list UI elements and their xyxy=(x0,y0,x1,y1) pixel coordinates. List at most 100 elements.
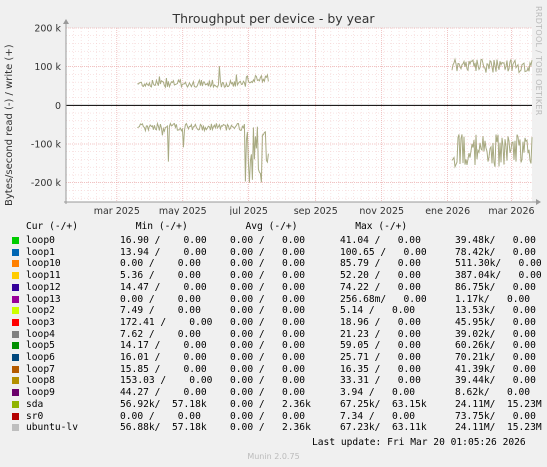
legend-avg: 21.23 / 0.00 xyxy=(340,328,421,340)
y-tick-label: 100 k xyxy=(34,62,61,73)
legend-max: 511.30k/ 0.00 xyxy=(455,258,542,270)
x-tick-label: jul 2025 xyxy=(228,206,268,215)
x-tick-label: mar 2026 xyxy=(488,206,534,215)
legend-swatch xyxy=(12,283,19,291)
legend-header: Cur (-/+) Min (-/+) Avg (-/+) Max (-/+) xyxy=(26,221,408,232)
legend-cur: 7.62 / 0.00 xyxy=(120,328,201,340)
legend-cur: 5.36 / 0.00 xyxy=(120,270,201,282)
legend-min: 0.00 / 0.00 xyxy=(230,328,306,340)
last-update: Last update: Fri Mar 20 01:05:26 2026 xyxy=(312,437,526,448)
legend-min: 0.00 / 2.36k xyxy=(230,398,311,410)
legend-cur: 13.94 / 0.00 xyxy=(120,246,207,258)
legend-min: 0.00 / 0.00 xyxy=(230,293,306,305)
legend-name: loop5 xyxy=(26,340,55,352)
legend-cur: 16.01 / 0.00 xyxy=(120,352,207,363)
legend-max: 45.95k/ 0.00 xyxy=(455,316,536,328)
legend-min: 0.00 / 0.00 xyxy=(230,258,306,270)
y-tick-label: -100 k xyxy=(31,140,62,151)
legend-swatch xyxy=(12,342,19,350)
legend-avg: 100.65 / 0.00 xyxy=(340,246,427,258)
legend-min: 0.00 / 0.00 xyxy=(230,305,306,317)
plot-background xyxy=(66,28,532,202)
legend-avg: 7.34 / 0.00 xyxy=(340,410,416,422)
legend-swatch xyxy=(12,389,19,397)
y-tick-label: 0 xyxy=(55,101,61,112)
legend-max: 387.04k/ 0.00 xyxy=(455,270,542,282)
legend-name: loop11 xyxy=(26,270,61,282)
legend-name: loop10 xyxy=(26,258,61,270)
legend-name: loop7 xyxy=(26,363,55,375)
legend-min: 0.00 / 0.00 xyxy=(230,387,306,399)
legend-name: sda xyxy=(26,398,44,410)
legend-cur: 56.88k/ 57.18k xyxy=(120,422,207,434)
series-line-read xyxy=(451,134,533,169)
legend-swatch xyxy=(12,295,19,303)
legend-cur: 153.03 / 0.00 xyxy=(120,375,213,387)
x-tick-label: sep 2025 xyxy=(294,206,338,215)
x-tick-label: mar 2025 xyxy=(94,206,140,215)
munin-version-footer: Munin 2.0.75 xyxy=(247,452,300,461)
chart-title: Throughput per device - by year xyxy=(172,11,375,26)
y-tick-label: -200 k xyxy=(31,178,62,189)
legend-cur: 44.27 / 0.00 xyxy=(120,387,207,399)
legend-avg: 5.14 / 0.00 xyxy=(340,305,416,317)
legend-max: 78.42k/ 0.00 xyxy=(455,246,536,258)
legend-max: 60.26k/ 0.00 xyxy=(455,340,536,352)
legend-min: 0.00 / 2.36k xyxy=(230,422,311,434)
legend-min: 0.00 / 0.00 xyxy=(230,363,306,375)
rrdtool-watermark: RRDTOOL / TOBI OETIKER xyxy=(534,6,543,116)
x-tick-label: nov 2025 xyxy=(359,206,404,215)
legend-name: loop8 xyxy=(26,375,55,387)
legend-cur: 15.85 / 0.00 xyxy=(120,363,207,375)
legend-max: 13.53k/ 0.00 xyxy=(455,305,536,317)
legend-swatch xyxy=(12,330,19,338)
legend-cur: 172.41 / 0.00 xyxy=(120,316,213,328)
legend-min: 0.00 / 0.00 xyxy=(230,281,306,293)
legend-min: 0.00 / 0.00 xyxy=(230,235,306,246)
legend-max: 73.75k/ 0.00 xyxy=(455,410,536,422)
legend-cur: 56.92k/ 57.18k xyxy=(120,398,207,410)
legend-max: 41.39k/ 0.00 xyxy=(455,363,536,375)
legend-max: 70.21k/ 0.00 xyxy=(455,352,536,363)
legend-swatch xyxy=(12,377,19,385)
legend-cur: 0.00 / 0.00 xyxy=(120,410,201,422)
legend-avg: 3.94 / 0.00 xyxy=(340,387,416,399)
legend-min: 0.00 / 0.00 xyxy=(230,340,306,352)
legend-cur: 14.47 / 0.00 xyxy=(120,281,207,293)
legend-name: loop2 xyxy=(26,305,55,317)
legend-swatch xyxy=(12,248,19,256)
legend-min: 0.00 / 0.00 xyxy=(230,352,306,363)
legend-cur: 0.00 / 0.00 xyxy=(120,293,201,305)
legend-avg: 16.35 / 0.00 xyxy=(340,363,421,375)
legend-max: 24.11M/ 15.23M xyxy=(455,398,542,410)
legend-cur: 7.49 / 0.00 xyxy=(120,305,201,317)
legend-avg: 52.20 / 0.00 xyxy=(340,270,421,282)
legend-swatch xyxy=(12,400,19,408)
series-line-write xyxy=(137,66,269,89)
legend-avg: 59.05 / 0.00 xyxy=(340,340,421,352)
legend-min: 0.00 / 0.00 xyxy=(230,246,306,258)
legend-cur: 0.00 / 0.00 xyxy=(120,258,201,270)
legend-avg: 41.04 / 0.00 xyxy=(340,235,421,246)
legend-name: sr0 xyxy=(26,410,44,422)
legend-avg: 67.25k/ 63.15k xyxy=(340,398,427,410)
x-tick-label: may 2025 xyxy=(159,206,207,215)
legend-name: loop9 xyxy=(26,387,55,399)
legend-min: 0.00 / 0.00 xyxy=(230,410,306,422)
legend-name: loop6 xyxy=(26,352,55,363)
legend-name: ubuntu-lv xyxy=(26,422,78,434)
legend-name: loop1 xyxy=(26,246,55,258)
legend-name: loop0 xyxy=(26,235,55,246)
legend-swatch xyxy=(12,307,19,315)
legend-avg: 74.22 / 0.00 xyxy=(340,281,421,293)
legend-min: 0.00 / 0.00 xyxy=(230,316,306,328)
legend-max: 39.44k/ 0.00 xyxy=(455,375,536,387)
legend-swatch xyxy=(12,318,19,326)
legend-cur: 14.17 / 0.00 xyxy=(120,340,207,352)
legend-max: 8.62k/ 0.00 xyxy=(455,387,531,399)
legend-min: 0.00 / 0.00 xyxy=(230,270,306,282)
legend-swatch xyxy=(12,365,19,373)
legend-max: 39.02k/ 0.00 xyxy=(455,328,536,340)
legend-avg: 85.79 / 0.00 xyxy=(340,258,421,270)
legend-swatch xyxy=(12,354,19,361)
